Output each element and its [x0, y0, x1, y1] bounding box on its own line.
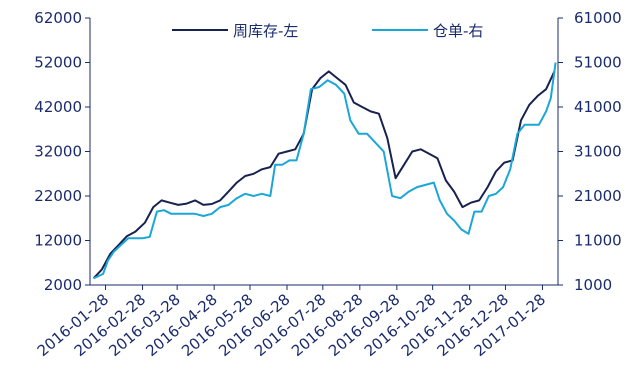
series-line-weekly-inventory	[92, 70, 556, 279]
legend-label-warehouse-receipts: 仓单-右	[433, 22, 483, 40]
legend: 周库存-左 仓单-右	[172, 22, 483, 40]
series-line-warehouse-receipts	[93, 62, 557, 280]
series-layer	[92, 62, 557, 280]
right-tick-label: 11000	[574, 232, 622, 250]
left-tick-label: 42000	[34, 98, 82, 116]
right-tick-label: 21000	[574, 187, 622, 205]
left-tick-label: 32000	[34, 143, 82, 161]
right-y-axis-ticks: 1000 11000 21000 31000 41000 51000 61000	[558, 9, 622, 294]
left-tick-label: 52000	[34, 54, 82, 72]
legend-label-weekly-inventory: 周库存-左	[233, 22, 298, 40]
left-tick-label: 22000	[34, 187, 82, 205]
left-tick-label: 12000	[34, 232, 82, 250]
right-tick-label: 51000	[574, 54, 622, 72]
right-tick-label: 61000	[574, 9, 622, 27]
left-tick-label: 62000	[34, 9, 82, 27]
left-y-axis-ticks: 2000 12000 22000 32000 42000 52000 62000	[34, 9, 90, 294]
right-tick-label: 41000	[574, 98, 622, 116]
right-tick-label: 31000	[574, 143, 622, 161]
left-tick-label: 2000	[44, 276, 82, 294]
right-tick-label: 1000	[574, 276, 612, 294]
